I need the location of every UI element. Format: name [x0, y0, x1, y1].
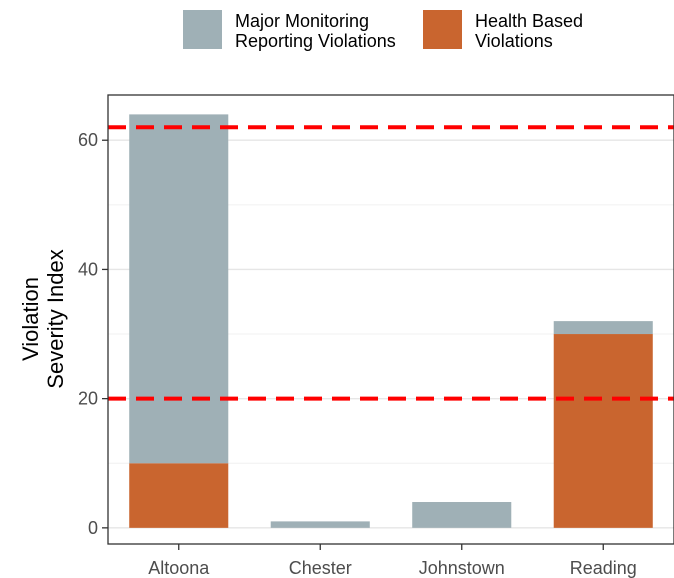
bar-segment — [270, 521, 370, 528]
plot-panel-border — [107, 94, 674, 545]
y-axis-label-line: Severity Index — [43, 249, 68, 388]
reference-lines — [108, 125, 674, 401]
legend-label: Health Based Violations — [475, 11, 583, 51]
legend-label: Major Monitoring Reporting Violations — [235, 11, 396, 51]
x-tick-label: Reading — [570, 558, 637, 578]
y-tick-label: 40 — [78, 259, 98, 279]
legend-label-line: Major Monitoring — [235, 11, 369, 31]
x-tick-label: Chester — [289, 558, 352, 578]
y-axis: 0 20 40 60 — [78, 130, 108, 538]
legend-label-line: Reporting Violations — [235, 31, 396, 51]
bar-segment — [553, 334, 653, 528]
bar-segment — [129, 114, 229, 464]
y-tick-label: 60 — [78, 130, 98, 150]
x-tick-label: Altoona — [148, 558, 210, 578]
legend-key — [423, 10, 462, 49]
bars — [129, 114, 653, 528]
y-tick-label: 20 — [78, 389, 98, 409]
y-axis-label-line: Violation — [18, 277, 43, 361]
y-axis-label: ViolationSeverity Index — [18, 249, 68, 388]
legend-label-line: Violations — [475, 31, 553, 51]
y-tick-label: 0 — [88, 518, 98, 538]
bar-segment — [553, 321, 653, 335]
bar-segment — [412, 502, 512, 528]
x-tick-label: Johnstown — [419, 558, 505, 578]
legend-label-line: Health Based — [475, 11, 583, 31]
legend-key — [183, 10, 222, 49]
x-axis: Altoona Chester Johnstown Reading — [148, 544, 637, 578]
legend: Major Monitoring Reporting Violations Heal… — [183, 10, 583, 51]
bar-segment — [129, 463, 229, 528]
